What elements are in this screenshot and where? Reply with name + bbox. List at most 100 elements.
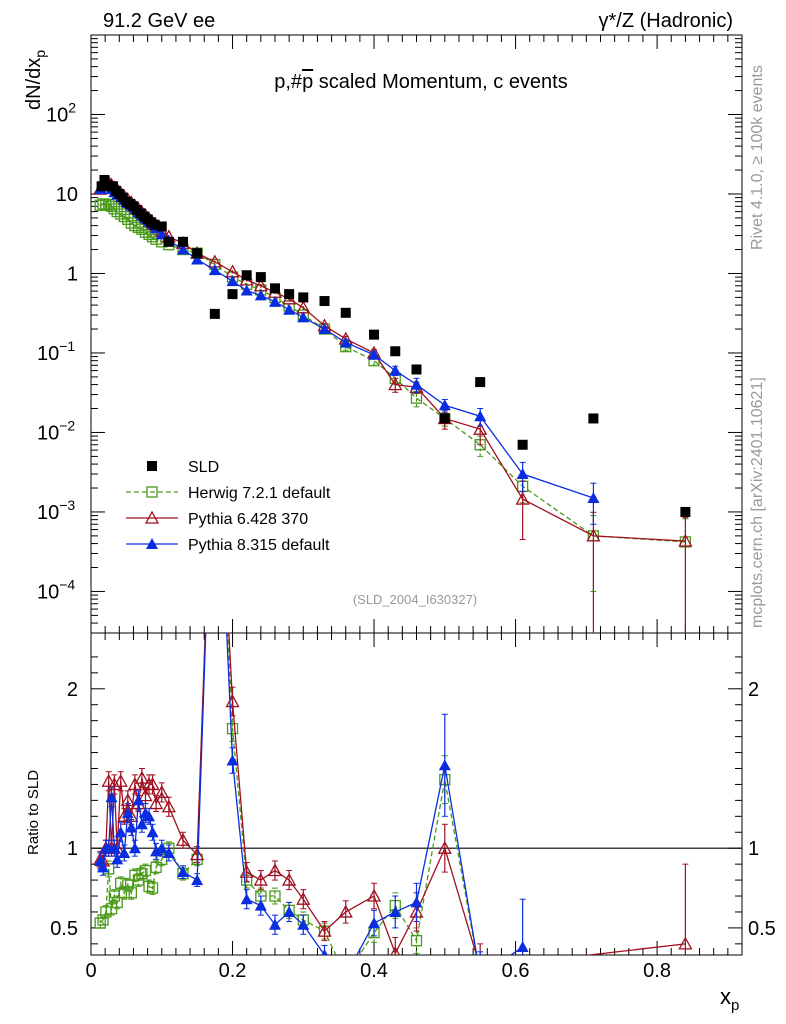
data-point-pythia8 (321, 949, 328, 955)
data-point-pythia8 (176, 243, 189, 255)
series-line-pythia8 (99, 633, 524, 955)
data-point-herwig (94, 199, 106, 211)
data-point-herwig (146, 882, 159, 894)
data-point-pythia8 (135, 818, 148, 830)
data-point-pythia8 (143, 810, 156, 822)
legend-label-herwig: Herwig 7.2.1 default (188, 485, 331, 502)
data-point-pythia8 (240, 284, 253, 296)
data-point-pythia8 (132, 794, 145, 806)
y-tick-label: 10−1 (37, 338, 75, 365)
data-point-pythia6 (113, 773, 128, 787)
data-point-data (163, 236, 174, 247)
data-point-pythia8 (438, 759, 451, 771)
legend: SLD Herwig 7.2.1 default Pythia 6.428 370 P… (126, 459, 331, 554)
data-point-pythia8 (146, 826, 159, 838)
ratio-tick-label-left: 0.5 (50, 918, 78, 940)
data-point-pythia6 (366, 888, 382, 902)
header-right: γ*/Z (Hadronic) (599, 10, 733, 32)
data-point-pythia8 (97, 861, 110, 873)
legend-marker-pythia6 (144, 510, 160, 524)
data-point-data (177, 236, 188, 247)
data-point-pythia6 (390, 946, 401, 955)
data-point-data (209, 308, 220, 319)
data-point-herwig (97, 198, 109, 210)
series-herwig (94, 365, 478, 955)
data-point-pythia8 (340, 970, 352, 981)
data-point-data (390, 346, 401, 357)
data-point-pythia8 (105, 791, 118, 803)
y-tick-label: 10 (56, 184, 78, 206)
data-point-data (269, 283, 280, 294)
data-point-pythia8 (254, 899, 267, 911)
data-point-pythia6 (138, 788, 153, 802)
series-data (96, 174, 691, 517)
data-point-herwig (210, 365, 220, 375)
data-point-pythia8 (389, 905, 402, 917)
data-point-herwig (143, 880, 155, 893)
data-point-pythia8 (297, 918, 310, 930)
y-tick-label: 10−2 (37, 417, 75, 444)
side-label-bottom: mcplots.cern.ch [arXiv:2401.10621] (749, 377, 766, 628)
ratio-y-axis-label: Ratio to SLD (25, 770, 42, 855)
data-point-data (369, 329, 380, 340)
ratio-tick-label-right: 1 (748, 838, 759, 860)
data-point-pythia8 (155, 842, 168, 854)
data-point-pythia8 (125, 821, 138, 833)
data-point-data (298, 292, 309, 303)
data-point-herwig (100, 906, 112, 918)
data-point-pythia8 (268, 918, 281, 930)
data-point-pythia6 (101, 773, 116, 787)
data-point-herwig (269, 890, 281, 902)
main-y-axis-ticks: 10−4 10−3 10−2 10−1 1 10 102 (37, 34, 742, 634)
main-plot-series (93, 174, 693, 633)
data-point-herwig (410, 935, 423, 947)
x-axis-label: xp (720, 984, 739, 1014)
data-point-pythia8 (209, 364, 221, 375)
x-tick-label: 0.6 (502, 960, 530, 982)
data-point-data (284, 289, 295, 300)
data-point-herwig (125, 887, 137, 899)
data-point-pythia8 (114, 826, 127, 838)
data-point-pythia8 (191, 253, 204, 265)
data-point-pythia8 (162, 846, 175, 858)
data-point-pythia6 (253, 872, 268, 886)
data-point-data (255, 272, 266, 283)
x-tick-label: 0.4 (360, 960, 388, 982)
header-left: 91.2 GeV ee (103, 10, 215, 32)
ratio-tick-label-right: 2 (748, 679, 759, 701)
data-point-pythia8 (368, 917, 381, 929)
data-point-pythia6 (678, 533, 693, 547)
data-point-data (156, 221, 167, 232)
ratio-tick-label-left: 1 (67, 838, 78, 860)
y-tick-label: 1 (67, 263, 78, 285)
x-tick-label: 0 (85, 960, 96, 982)
data-point-herwig (122, 213, 134, 225)
data-point-pythia6 (338, 904, 353, 918)
data-point-pythia8 (150, 845, 163, 857)
data-point-pythia8 (226, 754, 239, 766)
data-point-pythia6 (267, 863, 283, 877)
data-point-pythia8 (283, 905, 296, 917)
legend-label-data: SLD (188, 459, 219, 476)
data-point-pythia6 (678, 936, 693, 950)
ratio-plot-series (93, 364, 693, 981)
data-point-pythia6 (296, 891, 311, 905)
y-tick-label: 10−4 (37, 576, 75, 603)
data-point-pythia6 (149, 796, 164, 810)
data-point-pythia8 (438, 399, 451, 411)
data-point-pythia8 (516, 468, 529, 480)
data-point-pythia8 (339, 336, 352, 348)
chart-title: p,#p scaled Momentum, c events (274, 71, 568, 93)
y-tick-label: 10−3 (37, 497, 75, 524)
data-point-data (192, 248, 203, 259)
legend-marker-herwig (146, 486, 158, 498)
legend-marker-data (147, 461, 157, 471)
data-point-herwig (150, 861, 162, 873)
data-point-herwig (125, 217, 137, 229)
data-point-data (475, 377, 486, 388)
data-point-pythia6 (161, 799, 176, 813)
data-point-herwig (97, 914, 109, 926)
legend-marker-pythia8 (146, 538, 158, 549)
data-point-pythia6 (437, 840, 452, 854)
